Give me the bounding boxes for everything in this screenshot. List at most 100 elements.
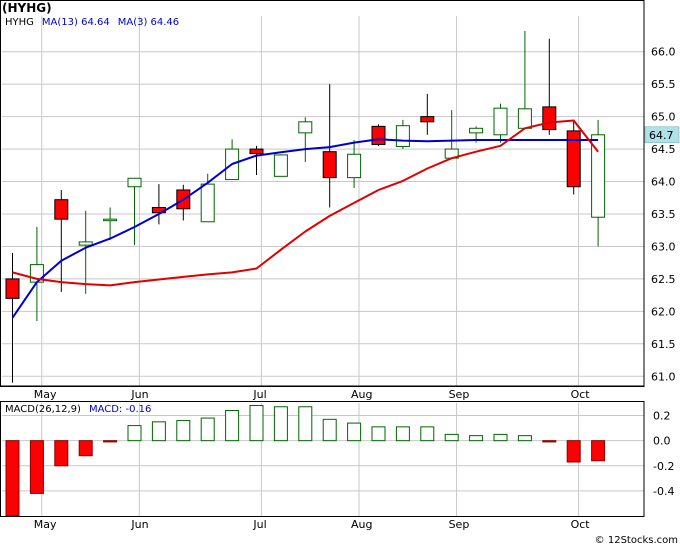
- candle: [566, 119, 581, 195]
- candle-body-down: [54, 199, 69, 220]
- macd-bar-positive: [493, 433, 508, 442]
- legend-symbol: HYHG: [5, 17, 34, 28]
- price-ytick-label: 65.5: [651, 78, 676, 91]
- legend-item: MACD: -0.16: [89, 404, 151, 415]
- macd-bar-positive: [322, 418, 337, 442]
- macd-bar-positive: [395, 426, 410, 442]
- ma13-line: [11, 138, 599, 319]
- macd-bar-positive: [151, 421, 166, 442]
- candle: [371, 124, 386, 146]
- candle-body-up: [273, 154, 288, 177]
- candle-body-up: [103, 218, 118, 222]
- macd-bar-negative: [103, 440, 118, 443]
- candle: [420, 93, 435, 135]
- candle-body-down: [371, 125, 386, 146]
- candle: [347, 139, 362, 189]
- candle: [493, 103, 508, 143]
- candle: [273, 154, 288, 177]
- candle-body-down: [420, 116, 435, 123]
- price-ytick-label: 62.0: [651, 305, 676, 318]
- candle-body-down: [542, 106, 557, 131]
- price-ytick-label: 63.0: [651, 240, 676, 253]
- macd-ytick-label: 0.2: [653, 410, 671, 423]
- last-price-tag: [644, 126, 680, 144]
- candle: [127, 177, 142, 246]
- footer-credit: © 12Stocks.com: [595, 535, 678, 546]
- candle: [5, 252, 20, 383]
- candle-body-up: [493, 107, 508, 136]
- grid: 61.0 61.5 62.0 62.5 63.0 63.5 64.0 64.5 65.0 65.5…: [2, 16, 676, 531]
- candle: [103, 207, 118, 240]
- ma3-line: [12, 119, 599, 287]
- macd-bar-positive: [273, 406, 288, 442]
- price-xtick-label: Oct: [571, 388, 591, 401]
- chart-title: (HYHG): [2, 1, 52, 15]
- macd-xtick-label: Jun: [130, 518, 148, 531]
- macd-bar-positive: [127, 425, 142, 442]
- macd-bar-negative: [542, 440, 557, 443]
- price-panel: 64.7: [5, 30, 680, 383]
- price-ytick-label: 64.0: [651, 176, 676, 189]
- candle: [298, 117, 313, 163]
- price-ytick-label: 61.0: [651, 370, 676, 383]
- price-xtick-label: May: [34, 388, 57, 401]
- macd-bar-positive: [298, 406, 313, 442]
- price-ytick-label: 64.5: [651, 143, 676, 156]
- macd-bar-positive: [249, 405, 264, 442]
- macd-xtick-label: Jul: [252, 518, 266, 531]
- candle-body-down: [249, 148, 264, 155]
- price-ytick-label: 61.5: [651, 338, 676, 351]
- candle-body-up: [347, 153, 362, 179]
- legend-symbol: MACD(26,12,9): [5, 404, 81, 415]
- macd-panel-frame: [0, 401, 645, 517]
- last-price-label: 64.7: [649, 129, 674, 142]
- macd-bar-negative: [566, 440, 581, 463]
- legend-item: MA(3) 64.46: [118, 17, 179, 28]
- candle: [78, 210, 93, 294]
- macd-bar-negative: [29, 440, 44, 494]
- candle: [54, 189, 69, 292]
- macd-bar-positive: [444, 433, 459, 442]
- price-legend: HYHG MA(13) 64.64 MA(3) 64.46: [5, 17, 179, 28]
- macd-legend: MACD(26,12,9) MACD: -0.16: [5, 404, 151, 415]
- price-xtick-label: Aug: [351, 388, 372, 401]
- macd-xtick-label: Aug: [351, 518, 372, 531]
- macd-bar-positive: [225, 410, 240, 442]
- candle: [249, 145, 264, 176]
- candle-body-up: [469, 127, 484, 134]
- macd-bar-negative: [54, 440, 69, 467]
- price-ytick-label: 65.0: [651, 111, 676, 124]
- candle-body-up: [200, 183, 215, 223]
- legend-item: MA(13) 64.64: [42, 17, 110, 28]
- candle-body-down: [322, 151, 337, 179]
- candle-body-up: [78, 241, 93, 246]
- candle-body-up: [395, 125, 410, 147]
- price-xtick-label: Jun: [130, 388, 148, 401]
- macd-bar-positive: [420, 426, 435, 442]
- macd-bar-negative: [78, 440, 93, 457]
- macd-bar-positive: [371, 426, 386, 442]
- macd-ytick-label: -0.4: [653, 485, 674, 498]
- candle-body-up: [517, 108, 532, 129]
- price-ytick-label: 62.5: [651, 273, 676, 286]
- price-xtick-label: Sep: [449, 388, 470, 401]
- macd-bar-positive: [347, 422, 362, 442]
- macd-bar-positive: [176, 420, 191, 442]
- macd-xtick-label: May: [34, 518, 57, 531]
- macd-bar-negative: [591, 440, 606, 462]
- candle-body-up: [298, 121, 313, 134]
- candle-body-up: [127, 177, 142, 188]
- macd-xtick-label: Sep: [449, 518, 470, 531]
- candle: [322, 84, 337, 208]
- macd-bar-positive: [200, 417, 215, 442]
- macd-xtick-label: Oct: [571, 518, 591, 531]
- candle-body-down: [5, 278, 20, 299]
- candle-body-up: [591, 134, 606, 218]
- price-ytick-label: 63.5: [651, 208, 676, 221]
- price-ytick-label: 66.0: [651, 46, 676, 59]
- macd-panel: [5, 405, 606, 517]
- macd-ytick-label: -0.2: [653, 460, 674, 473]
